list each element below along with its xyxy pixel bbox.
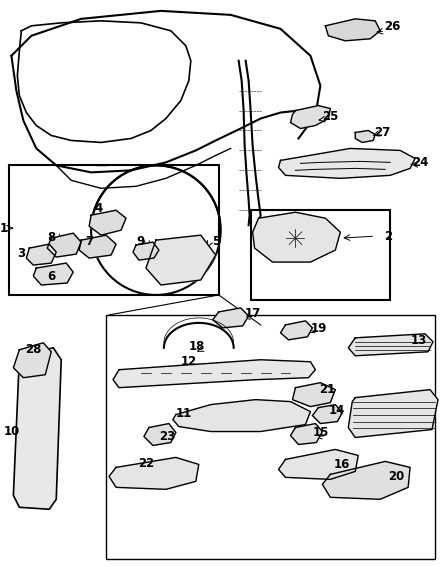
- Polygon shape: [279, 450, 358, 479]
- Text: 20: 20: [388, 470, 404, 483]
- Polygon shape: [280, 321, 312, 340]
- Text: 13: 13: [411, 335, 427, 348]
- Polygon shape: [292, 383, 335, 407]
- Polygon shape: [113, 359, 315, 388]
- Text: 5: 5: [212, 235, 220, 248]
- Polygon shape: [348, 390, 438, 438]
- Polygon shape: [47, 233, 81, 257]
- Polygon shape: [348, 334, 433, 356]
- Text: 10: 10: [3, 425, 19, 438]
- Text: 16: 16: [334, 458, 351, 471]
- Polygon shape: [79, 235, 116, 258]
- Polygon shape: [325, 19, 380, 41]
- Text: 8: 8: [47, 231, 56, 244]
- Polygon shape: [13, 343, 51, 378]
- Text: 4: 4: [94, 202, 102, 215]
- Polygon shape: [173, 400, 310, 431]
- Text: 28: 28: [25, 343, 41, 356]
- Text: 2: 2: [384, 230, 392, 243]
- Polygon shape: [34, 263, 73, 285]
- Text: 19: 19: [310, 323, 327, 335]
- Text: 1: 1: [0, 222, 7, 235]
- Text: 23: 23: [159, 430, 175, 443]
- Polygon shape: [312, 405, 342, 424]
- Polygon shape: [109, 458, 199, 489]
- Polygon shape: [213, 308, 249, 328]
- Polygon shape: [355, 130, 375, 142]
- Text: 25: 25: [322, 110, 339, 123]
- Text: 7: 7: [85, 235, 93, 248]
- Polygon shape: [279, 149, 415, 179]
- Bar: [250, 210, 390, 300]
- Polygon shape: [322, 462, 410, 500]
- Text: 17: 17: [244, 307, 261, 320]
- Polygon shape: [291, 105, 330, 129]
- Polygon shape: [133, 242, 159, 260]
- Bar: [106, 315, 435, 559]
- Text: 27: 27: [374, 126, 390, 139]
- Text: 6: 6: [47, 269, 56, 282]
- Polygon shape: [144, 424, 176, 446]
- Text: 22: 22: [138, 457, 154, 470]
- Polygon shape: [26, 244, 56, 265]
- Text: 12: 12: [181, 356, 197, 368]
- Text: 21: 21: [319, 383, 336, 396]
- Polygon shape: [13, 348, 61, 509]
- Polygon shape: [253, 212, 340, 262]
- Text: 11: 11: [176, 407, 192, 420]
- Text: 18: 18: [189, 340, 205, 353]
- Bar: [9, 166, 219, 295]
- Text: 26: 26: [384, 20, 400, 33]
- Text: 9: 9: [137, 235, 145, 248]
- Polygon shape: [146, 235, 216, 285]
- Text: 24: 24: [412, 156, 428, 169]
- Text: 14: 14: [329, 404, 345, 417]
- Text: 15: 15: [312, 426, 329, 439]
- Polygon shape: [291, 424, 322, 445]
- Polygon shape: [89, 210, 126, 235]
- Text: 3: 3: [17, 247, 26, 260]
